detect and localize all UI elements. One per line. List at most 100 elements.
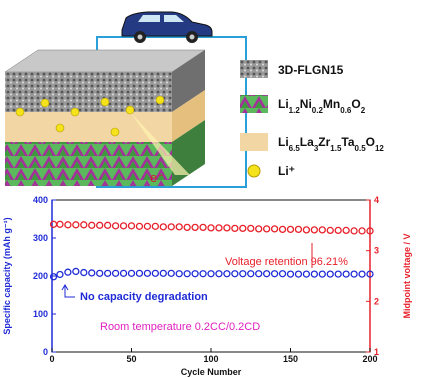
data-point — [208, 271, 214, 277]
y-tick-label: 0 — [43, 347, 48, 357]
label-part: O — [351, 97, 360, 111]
legend-label: 3D-FLGN15 — [278, 63, 344, 77]
subscript: 2 — [361, 106, 366, 115]
electrode-block — [5, 50, 205, 186]
data-point — [327, 227, 333, 233]
data-point — [160, 270, 166, 276]
data-point — [256, 226, 262, 232]
data-point — [351, 228, 357, 234]
data-point — [264, 271, 270, 277]
legend-label: Li⁺ — [278, 164, 295, 178]
label-part: La — [300, 135, 314, 149]
subscript: 6.5 — [289, 144, 301, 153]
data-point — [200, 224, 206, 230]
data-point — [121, 223, 127, 229]
data-point — [105, 270, 111, 276]
data-point — [89, 222, 95, 228]
chart: Specific capacity (mAh g⁻¹) Midpoint vol… — [2, 195, 412, 377]
annotation: Room temperature 0.2CC/0.2CD — [100, 321, 260, 333]
data-point — [160, 224, 166, 230]
data-point — [129, 270, 135, 276]
data-point — [303, 271, 309, 277]
annotation-arrow — [62, 285, 75, 297]
data-point — [295, 271, 301, 277]
x-axis-label: Cycle Number — [181, 367, 242, 377]
schematic: e⁻ 3D-FLGN15 Li1.2Ni0.2Mn0.6O2 Li6.5La3Z… — [5, 12, 384, 187]
data-point — [113, 223, 119, 229]
data-point — [240, 225, 246, 231]
x-tick-label: 0 — [49, 354, 54, 364]
data-point — [216, 271, 222, 277]
data-point — [152, 270, 158, 276]
data-point — [152, 223, 158, 229]
y2-tick-label: 3 — [374, 246, 379, 256]
data-point — [65, 269, 71, 275]
data-point — [248, 225, 254, 231]
data-point — [272, 226, 278, 232]
data-point — [57, 271, 63, 277]
data-point — [81, 270, 87, 276]
data-point — [73, 222, 79, 228]
subscript: 0.6 — [340, 106, 352, 115]
data-point — [136, 270, 142, 276]
data-point — [311, 227, 317, 233]
data-point — [200, 271, 206, 277]
y-tick-label: 100 — [33, 309, 48, 319]
data-point — [319, 271, 325, 277]
annotation: Voltage retention 96.21% — [225, 256, 348, 268]
data-point — [168, 270, 174, 276]
data-point — [97, 222, 103, 228]
data-point — [144, 223, 150, 229]
y-axis-label: Specific capacity (mAh g⁻¹) — [2, 217, 12, 334]
data-point — [264, 226, 270, 232]
legend-label: Li6.5La3Zr1.5Ta0.5O12 — [278, 135, 384, 153]
data-point — [240, 271, 246, 277]
y-tick-label: 400 — [33, 195, 48, 205]
figure: e⁻ 3D-FLGN15 Li1.2Ni0.2Mn0.6O2 Li6.5La3Z… — [0, 0, 421, 378]
data-point — [280, 271, 286, 277]
data-point — [272, 271, 278, 277]
data-point — [280, 226, 286, 232]
data-point — [89, 270, 95, 276]
data-point — [335, 227, 341, 233]
data-point — [288, 226, 294, 232]
legend-label: Li1.2Ni0.2Mn0.6O2 — [278, 97, 366, 115]
data-point — [343, 227, 349, 233]
label-part: Mn — [323, 97, 340, 111]
data-point — [192, 224, 198, 230]
y-tick-label: 300 — [33, 233, 48, 243]
data-point — [232, 271, 238, 277]
car — [122, 12, 212, 43]
data-point — [208, 225, 214, 231]
data-point — [288, 271, 294, 277]
data-point — [81, 222, 87, 228]
data-point — [335, 271, 341, 277]
data-point — [97, 270, 103, 276]
data-point — [224, 271, 230, 277]
legend-swatch — [240, 133, 268, 151]
x-tick-label: 150 — [283, 354, 298, 364]
data-point — [73, 268, 79, 274]
x-tick-label: 100 — [203, 354, 218, 364]
data-point — [176, 224, 182, 230]
x-tick-label: 50 — [126, 354, 136, 364]
data-point — [256, 271, 262, 277]
data-point — [105, 222, 111, 228]
data-point — [184, 224, 190, 230]
label-part: Li — [278, 135, 289, 149]
data-point — [113, 270, 119, 276]
data-point — [232, 225, 238, 231]
label-part: O — [366, 135, 375, 149]
legend-swatch — [248, 165, 260, 177]
legend-swatch — [240, 60, 268, 78]
data-point — [224, 225, 230, 231]
data-point — [248, 271, 254, 277]
electron-label: e⁻ — [150, 170, 164, 185]
data-point — [136, 223, 142, 229]
data-point — [359, 271, 365, 277]
data-point — [121, 270, 127, 276]
subscript: 1.5 — [330, 144, 342, 153]
data-point — [216, 225, 222, 231]
data-point — [57, 221, 63, 227]
data-point — [351, 271, 357, 277]
